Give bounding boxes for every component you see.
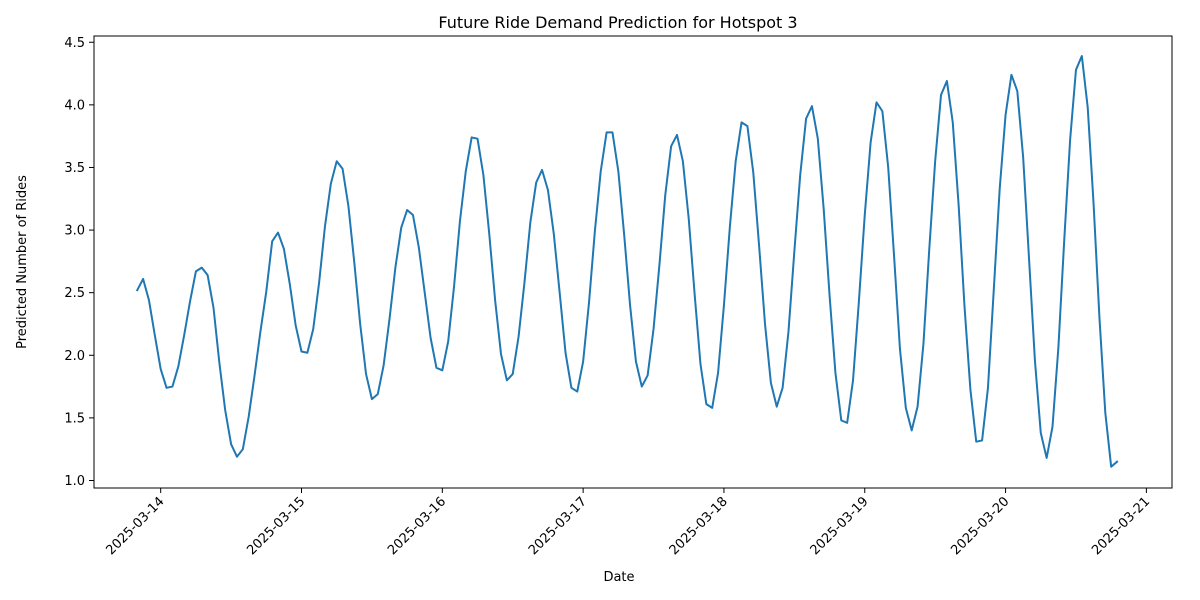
series-layer: [135, 55, 1119, 468]
y-tick-label: 1.5: [64, 411, 85, 426]
y-tick-label: 2.0: [64, 349, 85, 364]
y-tick-label: 3.0: [64, 224, 85, 239]
y-axis-title: Predicted Number of Rides: [15, 175, 30, 349]
y-tick-label: 4.5: [64, 36, 85, 51]
y-tick-label: 3.5: [64, 161, 85, 176]
y-tick-label: 1.0: [64, 474, 85, 489]
x-axis-title: Date: [603, 570, 634, 585]
y-tick-label: 4.0: [64, 98, 85, 113]
chart-title: Future Ride Demand Prediction for Hotspo…: [438, 13, 797, 32]
y-tick-label: 2.5: [64, 286, 85, 301]
plot-area-frame: [93, 35, 1173, 489]
y-axis: 1.0 1.5 2.0 2.5 3.0 3.5 4.0 4.5: [64, 36, 94, 489]
series-line-0: [135, 55, 1119, 468]
